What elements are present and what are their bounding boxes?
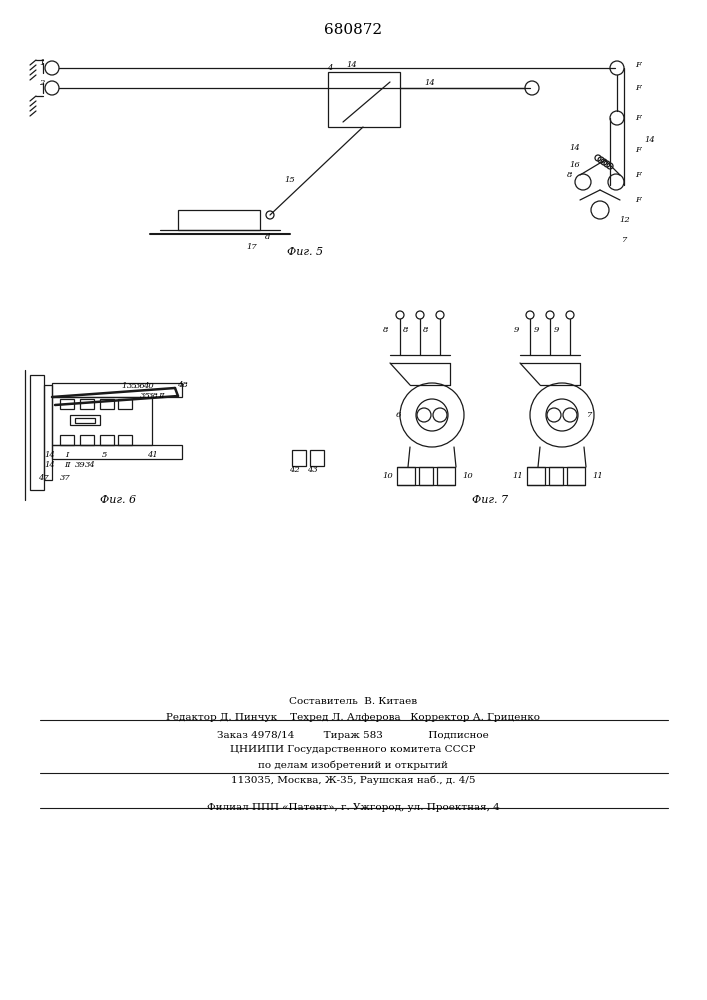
- Text: Редактор Д. Пинчук    Техред Л. Алферова   Корректор А. Гриценко: Редактор Д. Пинчук Техред Л. Алферова Ко…: [166, 714, 540, 722]
- Text: 10: 10: [382, 472, 393, 480]
- Text: Заказ 4978/14         Тираж 583              Подписное: Заказ 4978/14 Тираж 583 Подписное: [217, 730, 489, 740]
- Text: 6: 6: [395, 411, 401, 419]
- Text: 10: 10: [462, 472, 474, 480]
- Text: Фиг. 7: Фиг. 7: [472, 495, 508, 505]
- Text: Фиг. 6: Фиг. 6: [100, 495, 136, 505]
- Bar: [549, 467, 563, 485]
- Bar: [178, 210, 260, 230]
- Text: 7: 7: [622, 236, 628, 244]
- Bar: [60, 435, 74, 445]
- Text: 9: 9: [513, 326, 519, 334]
- Text: 42: 42: [288, 466, 299, 474]
- Text: F: F: [635, 146, 641, 154]
- Text: 14: 14: [346, 61, 357, 69]
- Bar: [567, 467, 585, 485]
- Text: Филиал ППП «Патент», г. Ужгород, ул. Проектная, 4: Филиал ППП «Патент», г. Ужгород, ул. Про…: [206, 804, 499, 812]
- Text: 4: 4: [327, 64, 333, 72]
- Text: F: F: [635, 171, 641, 179]
- Bar: [397, 467, 415, 485]
- Text: 9: 9: [554, 326, 559, 334]
- Text: 38: 38: [148, 392, 158, 400]
- Text: 14: 14: [45, 461, 55, 469]
- Bar: [52, 397, 152, 445]
- Text: 7: 7: [588, 411, 592, 419]
- Bar: [80, 435, 94, 445]
- Bar: [292, 450, 306, 466]
- Text: по делам изобретений и открытий: по делам изобретений и открытий: [258, 760, 448, 770]
- Text: 39: 39: [75, 461, 86, 469]
- Text: II: II: [158, 392, 164, 400]
- Text: 15: 15: [285, 176, 296, 184]
- Bar: [437, 467, 455, 485]
- Bar: [60, 399, 74, 409]
- Text: 8: 8: [423, 326, 428, 334]
- Bar: [310, 450, 324, 466]
- Text: 11: 11: [513, 472, 523, 480]
- Text: 2: 2: [40, 79, 45, 87]
- Text: 8: 8: [403, 326, 409, 334]
- Text: F: F: [635, 114, 641, 122]
- Bar: [52, 445, 182, 459]
- Text: 40: 40: [143, 382, 153, 390]
- Text: Фиг. 5: Фиг. 5: [287, 247, 323, 257]
- Text: 680872: 680872: [324, 23, 382, 37]
- Bar: [52, 383, 182, 397]
- Text: 8: 8: [383, 326, 389, 334]
- Bar: [419, 467, 433, 485]
- Text: 8: 8: [567, 171, 573, 179]
- Text: 5: 5: [103, 451, 107, 459]
- Bar: [118, 399, 132, 409]
- Text: d: d: [265, 233, 271, 241]
- Text: 35: 35: [127, 382, 137, 390]
- Text: F: F: [635, 196, 641, 204]
- Bar: [75, 418, 95, 423]
- Text: 14: 14: [45, 451, 55, 459]
- Text: 17: 17: [247, 243, 257, 251]
- Text: 47: 47: [37, 474, 48, 482]
- Bar: [527, 467, 545, 485]
- Text: 48: 48: [177, 381, 187, 389]
- Bar: [100, 399, 114, 409]
- Text: F: F: [635, 61, 641, 69]
- Text: I: I: [65, 451, 69, 459]
- Text: ЦНИИПИ Государственного комитета СССР: ЦНИИПИ Государственного комитета СССР: [230, 746, 476, 754]
- Text: 35: 35: [139, 392, 151, 400]
- Text: Составитель  В. Китаев: Составитель В. Китаев: [289, 698, 417, 706]
- Text: 36: 36: [134, 382, 146, 390]
- Bar: [328, 72, 400, 127]
- Text: 16: 16: [570, 161, 580, 169]
- Text: 1: 1: [122, 382, 127, 390]
- Text: 113035, Москва, Ж-35, Раушская наб., д. 4/5: 113035, Москва, Ж-35, Раушская наб., д. …: [230, 775, 475, 785]
- Text: 9: 9: [533, 326, 539, 334]
- Text: 34: 34: [85, 461, 95, 469]
- Bar: [80, 399, 94, 409]
- Text: II: II: [64, 461, 70, 469]
- Bar: [44, 385, 52, 480]
- Text: 43: 43: [307, 466, 317, 474]
- Text: 14: 14: [570, 144, 580, 152]
- Text: 11: 11: [592, 472, 603, 480]
- Text: 37: 37: [59, 474, 71, 482]
- Text: 12: 12: [619, 216, 631, 224]
- Bar: [118, 435, 132, 445]
- Text: 14: 14: [425, 79, 436, 87]
- Bar: [30, 375, 44, 490]
- Bar: [100, 435, 114, 445]
- Text: F: F: [635, 84, 641, 92]
- Text: 14: 14: [645, 136, 655, 144]
- Bar: [70, 415, 100, 425]
- Text: 1: 1: [40, 59, 45, 67]
- Text: 41: 41: [146, 451, 158, 459]
